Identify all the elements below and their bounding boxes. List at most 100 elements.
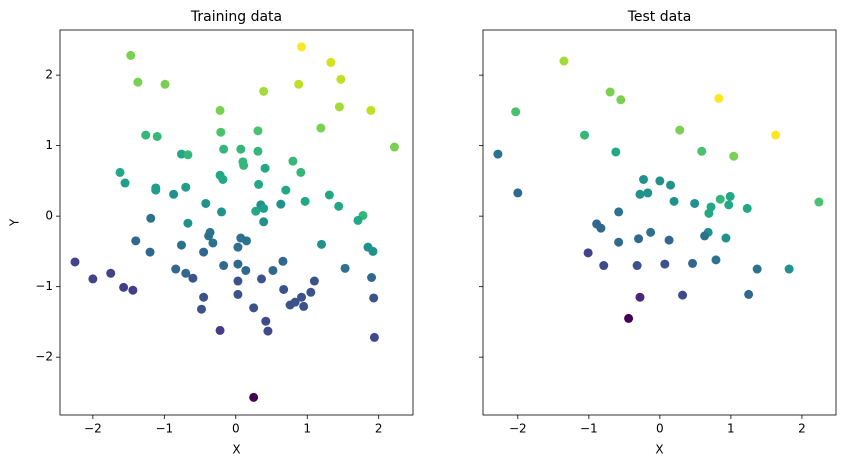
scatter-point (632, 261, 642, 271)
scatter-point (259, 203, 269, 213)
scatter-point (151, 185, 161, 195)
scatter-point (511, 107, 521, 117)
scatter-point (596, 223, 606, 233)
scatter-point (88, 274, 98, 284)
scatter-point (259, 217, 269, 227)
scatter-point (279, 284, 289, 294)
scatter-point (145, 247, 155, 257)
scatter-point (141, 130, 151, 140)
scatter-point (700, 231, 710, 241)
scatter-point (199, 292, 209, 302)
scatter-point (721, 233, 731, 243)
scatter-point (297, 292, 307, 302)
scatter-point (160, 79, 170, 89)
scatter-point (128, 285, 138, 295)
scatter-point (249, 303, 259, 313)
y-tick-label: −2 (35, 350, 53, 364)
scatter-point (678, 290, 688, 300)
scatter-point (233, 242, 243, 252)
y-tick-label: 1 (45, 138, 53, 152)
scatter-point (259, 86, 269, 96)
scatter-point (697, 146, 707, 156)
scatter-point (216, 207, 226, 217)
scatter-point (317, 239, 327, 249)
scatter-point (146, 213, 156, 223)
x-axis-label: X (232, 443, 240, 457)
scatter-point (204, 231, 214, 241)
scatter-point (233, 289, 243, 299)
scatter-point (181, 182, 191, 192)
scatter-point (281, 185, 291, 195)
scatter-point (261, 316, 271, 326)
scatter-point (216, 127, 226, 137)
scatter-point (580, 130, 590, 140)
scatter-point (297, 42, 307, 52)
scatter-point (742, 203, 752, 213)
scatter-point (285, 300, 295, 310)
scatter-point (664, 235, 674, 245)
scatter-point (389, 142, 399, 152)
scatter-point (218, 174, 228, 184)
scatter-point (260, 163, 270, 173)
scatter-point (611, 147, 621, 157)
scatter-point (729, 151, 739, 161)
scatter-point (120, 178, 130, 188)
scatter-point (675, 125, 685, 135)
scatter-point (634, 234, 644, 244)
scatter-point (251, 206, 261, 216)
scatter-point (299, 301, 309, 311)
scatter-point (744, 289, 754, 299)
scatter-point (131, 236, 141, 246)
scatter-point (646, 227, 656, 237)
scatter-point (784, 264, 794, 274)
scatter-point (369, 293, 379, 303)
scatter-point (257, 274, 267, 284)
scatter-point (219, 261, 229, 271)
scatter-point (614, 207, 624, 217)
scatter-point (253, 146, 263, 156)
scatter-point (336, 74, 346, 84)
scatter-point (306, 287, 316, 297)
scatter-point (559, 56, 569, 66)
scatter-point (169, 189, 179, 199)
scatter-point (171, 264, 181, 274)
scatter-point (639, 174, 649, 184)
y-tick-label: 2 (45, 68, 53, 82)
scatter-point (208, 238, 218, 248)
scatter-point (714, 93, 724, 103)
scatter-point (254, 179, 264, 189)
scatter-point (616, 95, 626, 105)
scatter-point (688, 258, 698, 268)
scatter-point (236, 144, 246, 154)
scatter-point (334, 201, 344, 211)
scatter-point (242, 236, 252, 246)
scatter-point (326, 57, 336, 67)
x-tick-label: 1 (303, 422, 311, 436)
scatter-point (296, 167, 306, 177)
scatter-point (711, 255, 721, 265)
plot-frame (59, 29, 414, 416)
chart-title: Test data (627, 9, 692, 25)
scatter-point (106, 268, 116, 278)
scatter-point (183, 150, 193, 160)
scatter-point (316, 123, 326, 133)
scatter-point (635, 292, 645, 302)
scatter-point (133, 77, 143, 87)
scatter-point (643, 188, 653, 198)
y-tick-label: −1 (35, 279, 53, 293)
x-tick-label: 2 (798, 422, 806, 436)
y-axis-label: Y (8, 218, 22, 227)
scatter-point (635, 189, 645, 199)
plot-frame (482, 29, 837, 416)
scatter-point (199, 247, 209, 257)
scatter-point (70, 257, 80, 267)
scatter-point (353, 215, 363, 225)
scatter-point (241, 265, 251, 275)
x-tick-label: −1 (155, 422, 173, 436)
scatter-point (666, 180, 676, 190)
scatter-point (583, 248, 593, 258)
x-tick-label: 1 (727, 422, 735, 436)
scatter-point (196, 304, 206, 314)
y-tick-label: 0 (45, 209, 53, 223)
